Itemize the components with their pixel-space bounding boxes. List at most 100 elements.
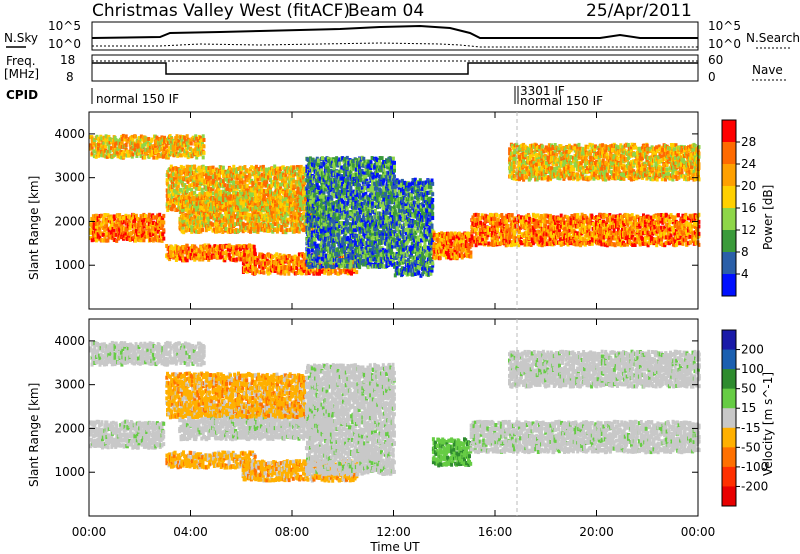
scatter-cell bbox=[295, 229, 299, 234]
scatter-cell bbox=[150, 228, 154, 233]
scatter-cell bbox=[152, 237, 156, 242]
scatter-cell bbox=[113, 222, 117, 227]
scatter-cell bbox=[175, 134, 179, 139]
scatter-cell bbox=[174, 258, 178, 262]
scatter-cell bbox=[190, 217, 194, 222]
scatter-cell bbox=[119, 232, 123, 237]
scatter-cell bbox=[249, 223, 252, 228]
scatter-cell bbox=[112, 214, 116, 219]
scatter-cell bbox=[249, 252, 253, 257]
scatter-cell bbox=[98, 220, 102, 225]
scatter-cell bbox=[94, 238, 98, 243]
scatter-cell bbox=[216, 215, 220, 220]
scatter-cell bbox=[155, 238, 159, 243]
scatter-cell bbox=[266, 217, 269, 222]
scatter-cell bbox=[142, 224, 146, 229]
scatter-cell bbox=[94, 216, 97, 220]
scatter-cell bbox=[203, 211, 206, 216]
scatter-cell bbox=[105, 231, 109, 236]
scatter-cell bbox=[158, 238, 162, 243]
scatter-cell bbox=[207, 219, 211, 224]
scatter-cell bbox=[349, 263, 353, 268]
scatter-cell bbox=[160, 238, 164, 243]
scatter-cell bbox=[225, 210, 229, 215]
nave-label: Nave bbox=[752, 63, 783, 77]
date-label: 25/Apr/2011 bbox=[586, 1, 692, 21]
cpid-segment-3: normal 150 IF bbox=[520, 94, 603, 108]
scatter-cell bbox=[255, 269, 259, 274]
scatter-cell bbox=[139, 224, 143, 229]
scatter-cell bbox=[269, 222, 273, 227]
scatter-cell bbox=[241, 211, 245, 215]
freq-top-tick: 18 bbox=[60, 53, 75, 67]
scatter-cell bbox=[266, 229, 270, 233]
scatter-cell bbox=[124, 143, 128, 147]
scatter-cell bbox=[142, 229, 146, 234]
scatter-cell bbox=[133, 232, 137, 237]
scatter-cell bbox=[253, 212, 257, 217]
scatter-cell bbox=[190, 228, 194, 233]
scatter-cell bbox=[271, 224, 275, 229]
scatter-cell bbox=[322, 222, 326, 227]
scatter-cell bbox=[240, 215, 244, 220]
scatter-cell bbox=[345, 155, 349, 160]
scatter-cell bbox=[219, 252, 223, 257]
scatter-cell bbox=[162, 236, 166, 241]
scatter-cell bbox=[174, 244, 178, 249]
scatter-cell bbox=[118, 227, 122, 232]
scatter-cell bbox=[247, 217, 251, 222]
scatter-cell bbox=[234, 249, 238, 254]
scatter-cell bbox=[168, 257, 172, 262]
scatter-cell bbox=[242, 244, 246, 248]
scatter-cell bbox=[200, 253, 204, 258]
scatter-cell bbox=[162, 228, 166, 233]
scatter-cell bbox=[327, 196, 330, 201]
scatter-cell bbox=[280, 224, 284, 229]
scatter-cell bbox=[96, 218, 100, 223]
scatter-cell bbox=[178, 220, 182, 225]
scatter-cell bbox=[128, 226, 132, 231]
scatter-cell bbox=[205, 249, 209, 254]
scatter-cell bbox=[119, 224, 123, 229]
scatter-cell bbox=[98, 235, 102, 240]
scatter-cell bbox=[220, 255, 224, 260]
scatter-cell bbox=[185, 249, 189, 254]
scatter-cell bbox=[224, 250, 228, 254]
scatter-cell bbox=[186, 214, 190, 219]
scatter-cell bbox=[149, 233, 153, 237]
scatter-cell bbox=[286, 219, 290, 224]
scatter-cell bbox=[253, 252, 257, 257]
scatter-cell bbox=[292, 218, 296, 223]
scatter-cell bbox=[269, 228, 273, 233]
scatter-cell bbox=[119, 216, 123, 221]
scatter-cell bbox=[260, 227, 264, 232]
scatter-cell bbox=[281, 217, 285, 222]
scatter-cell bbox=[266, 223, 269, 228]
scatter-cell bbox=[256, 227, 260, 232]
scatter-cell bbox=[172, 255, 176, 260]
scatter-cell bbox=[248, 174, 252, 179]
scatter-cell bbox=[262, 270, 266, 275]
scatter-cell bbox=[94, 233, 98, 238]
scatter-cell bbox=[124, 231, 128, 236]
scatter-cell bbox=[285, 228, 289, 233]
scatter-cell bbox=[223, 258, 227, 263]
scatter-cell bbox=[251, 255, 255, 260]
scatter-cell bbox=[103, 213, 107, 217]
scatter-cell bbox=[205, 247, 209, 251]
scatter-cell bbox=[267, 225, 271, 230]
scatter-cell bbox=[296, 256, 300, 261]
scatter-cell bbox=[98, 226, 102, 231]
scatter-cell bbox=[103, 236, 107, 241]
scatter-cell bbox=[133, 230, 137, 235]
scatter-cell bbox=[115, 238, 119, 243]
scatter-cell bbox=[201, 247, 205, 252]
scatter-cell bbox=[254, 225, 258, 230]
scatter-cell bbox=[100, 238, 104, 243]
scatter-cell bbox=[218, 219, 222, 224]
scatter-cell bbox=[134, 134, 137, 139]
scatter-cell bbox=[220, 227, 224, 232]
scatter-cell bbox=[306, 178, 310, 183]
scatter-cell bbox=[199, 229, 203, 234]
